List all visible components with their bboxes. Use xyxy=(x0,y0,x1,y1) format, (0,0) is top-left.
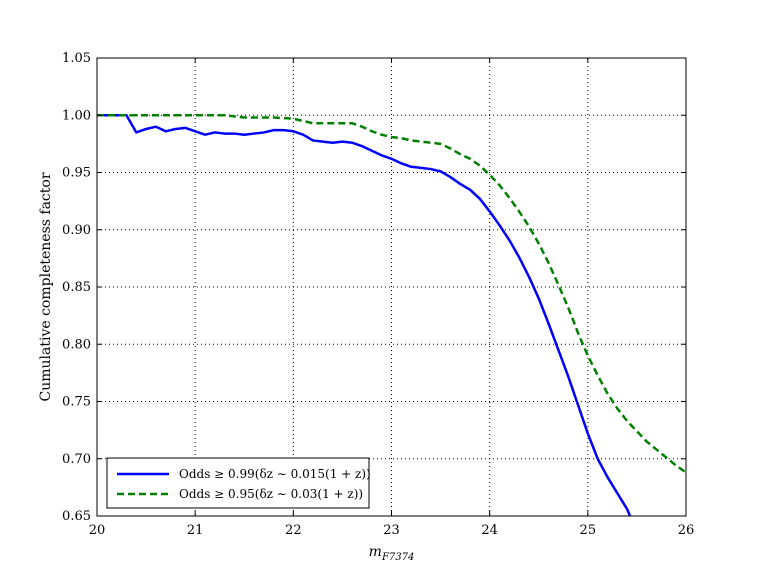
y-tick-label: 1.00 xyxy=(62,108,91,123)
legend-label-series-1: Odds ≥ 0.99(δz ∼ 0.015(1 + z)) xyxy=(179,467,371,481)
x-axis-label-main: m xyxy=(369,544,382,560)
legend-box xyxy=(106,457,370,509)
y-tick-label: 0.65 xyxy=(62,509,91,524)
legend-label-series-2: Odds ≥ 0.95(δz ∼ 0.03(1 + z)) xyxy=(179,487,363,501)
y-tick-labels: 0.65 0.70 0.75 0.80 0.85 0.90 0.95 1.00 1.05 xyxy=(62,51,91,524)
x-axis-label-subscript: F7374 xyxy=(381,552,414,563)
y-tick-label: 0.70 xyxy=(62,452,91,467)
y-tick-label: 0.80 xyxy=(62,337,91,352)
series-lines xyxy=(97,114,687,517)
x-tick-label: 25 xyxy=(580,523,597,538)
series-line-2 xyxy=(97,114,687,474)
y-tick-label: 0.95 xyxy=(62,166,91,181)
y-tick-label: 0.75 xyxy=(62,395,91,410)
legend: Odds ≥ 0.99(δz ∼ 0.015(1 + z)) Odds ≥ 0.… xyxy=(106,457,371,509)
axis-ticks xyxy=(96,57,687,517)
y-tick-label: 0.85 xyxy=(62,280,91,295)
y-axis-label: Cumulative completeness factor xyxy=(38,172,54,401)
series-line-1 xyxy=(97,114,632,517)
x-tick-label: 20 xyxy=(89,523,106,538)
x-tick-label: 24 xyxy=(481,523,498,538)
x-tick-label: 21 xyxy=(187,523,204,538)
x-tick-label: 26 xyxy=(678,523,695,538)
x-tick-label: 22 xyxy=(285,523,302,538)
y-tick-label: 1.05 xyxy=(62,51,91,66)
x-tick-label: 23 xyxy=(383,523,400,538)
x-tick-labels: 20 21 22 23 24 25 26 xyxy=(89,523,695,538)
x-axis-label: mF7374 xyxy=(369,544,415,563)
y-tick-label: 0.90 xyxy=(62,223,91,238)
grid-lines xyxy=(97,58,686,516)
